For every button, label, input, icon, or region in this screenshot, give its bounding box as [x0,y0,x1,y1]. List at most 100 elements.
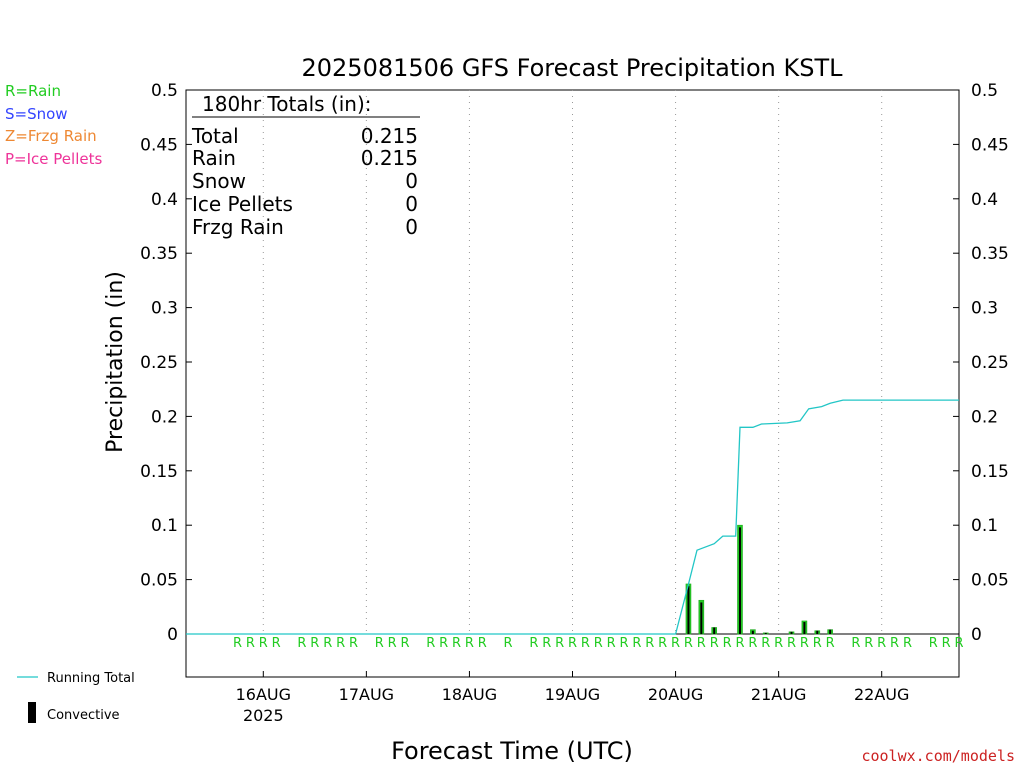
rain-marker: R [645,636,654,651]
rain-marker: R [233,636,242,651]
y-tick-label-left: 0.3 [151,299,178,319]
y-tick-label-left: 0.35 [140,244,178,264]
totals-value-snow: 0 [405,169,418,193]
rain-marker: R [581,636,590,651]
rain-marker: R [903,636,912,651]
convective-bar [764,632,767,634]
y-tick-label-left: 0.5 [151,81,178,101]
rain-marker: R [452,636,461,651]
x-tick-label: 20AUG [648,685,703,704]
x-axis-ticks: 16AUG 2025 17AUG 18AUG 19AUG 20AUG 21AUG 22AUG [236,671,909,725]
precip-bars [685,524,833,635]
rain-marker: R [349,636,358,651]
rain-marker: R [954,636,963,651]
rain-marker: R [671,636,680,651]
convective-bar [803,622,806,634]
series-legend: Running Total Convective [17,671,135,723]
y-tick-label-right: 0.1 [971,516,998,536]
convective-bar [687,586,690,634]
x-tick-label: 16AUG [236,685,291,704]
totals-value-ice-pellets: 0 [405,192,418,216]
y-tick-label-right: 0.2 [971,407,998,427]
rain-marker: R [632,636,641,651]
rain-marker: R [890,636,899,651]
y-tick-label-right: 0.05 [971,571,1009,591]
y-tick-label-right: 0 [971,625,982,645]
rain-marker: R [375,636,384,651]
credit-link[interactable]: coolwx.com/models [861,747,1015,765]
rain-marker: R [310,636,319,651]
rain-marker: R [594,636,603,651]
x-axis-label: Forecast Time (UTC) [391,737,633,765]
y-tick-label-left: 0.25 [140,353,178,373]
totals-label-snow: Snow [192,169,246,193]
y-tick-label-right: 0.3 [971,299,998,319]
totals-label-ice-pellets: Ice Pellets [192,192,293,216]
y-tick-label-left: 0 [167,625,178,645]
legend-rain: R=Rain [5,82,61,100]
x-tick-label: 19AUG [545,685,600,704]
rain-marker: R [710,636,719,651]
precip-type-legend: R=Rain S=Snow Z=Frzg Rain P=Ice Pellets [5,82,102,168]
convective-bar [829,629,832,634]
convective-bar [751,630,754,634]
totals-value-frzg-rain: 0 [405,215,418,239]
rain-marker: R [568,636,577,651]
legend-frzg-rain: Z=Frzg Rain [5,127,97,145]
y-tick-label-left: 0.45 [140,135,178,155]
rain-marker: R [465,636,474,651]
rain-marker: R [774,636,783,651]
y-tick-label-right: 0.25 [971,353,1009,373]
rain-marker: R [813,636,822,651]
rain-marker: R [555,636,564,651]
rain-marker: R [851,636,860,651]
running-total-line [186,399,959,635]
rain-marker: R [504,636,513,651]
rain-marker: R [723,636,732,651]
legend-running-total-label: Running Total [47,671,135,686]
rain-marker: R [336,636,345,651]
totals-label-rain: Rain [192,146,236,170]
grid-lines [262,90,883,634]
x-tick-sublabel: 2025 [243,706,284,725]
x-tick-label: 21AUG [751,685,806,704]
y-tick-label-left: 0.15 [140,462,178,482]
rain-marker: R [684,636,693,651]
y-tick-label-left: 0.1 [151,516,178,536]
rain-marker: R [246,636,255,651]
rain-marker: R [607,636,616,651]
rain-marker: R [658,636,667,651]
rain-marker: R [942,636,951,651]
rain-marker: R [787,636,796,651]
convective-bar [713,627,716,634]
rain-marker: R [864,636,873,651]
rain-marker: R [929,636,938,651]
rain-marker: R [800,636,809,651]
convective-bar [816,630,819,634]
totals-heading: 180hr Totals (in): [202,92,372,116]
totals-value-total: 0.215 [361,124,418,148]
rain-marker: R [620,636,629,651]
convective-bar [738,527,741,634]
convective-bar [700,602,703,634]
rain-marker: R [529,636,538,651]
rain-marker: R [748,636,757,651]
rain-marker: R [297,636,306,651]
y-tick-label-left: 0.4 [151,190,178,210]
x-tick-label: 18AUG [442,685,497,704]
y-tick-label-right: 0.5 [971,81,998,101]
rain-marker: R [388,636,397,651]
totals-box: 180hr Totals (in): Total 0.215 Rain 0.21… [191,92,420,239]
y-tick-label-right: 0.45 [971,135,1009,155]
chart-title: 2025081506 GFS Forecast Precipitation KS… [302,54,844,82]
y-tick-label-right: 0.15 [971,462,1009,482]
totals-value-rain: 0.215 [361,146,418,170]
rain-marker: R [761,636,770,651]
legend-ice-pellets: P=Ice Pellets [5,150,102,168]
rain-marker: R [259,636,268,651]
rain-marker: R [439,636,448,651]
y-axis-ticks: 0 00.05 0.050.1 0.10.15 0.150.2 0.20.25 0.250.… [140,81,1009,645]
convective-bar [790,631,793,634]
